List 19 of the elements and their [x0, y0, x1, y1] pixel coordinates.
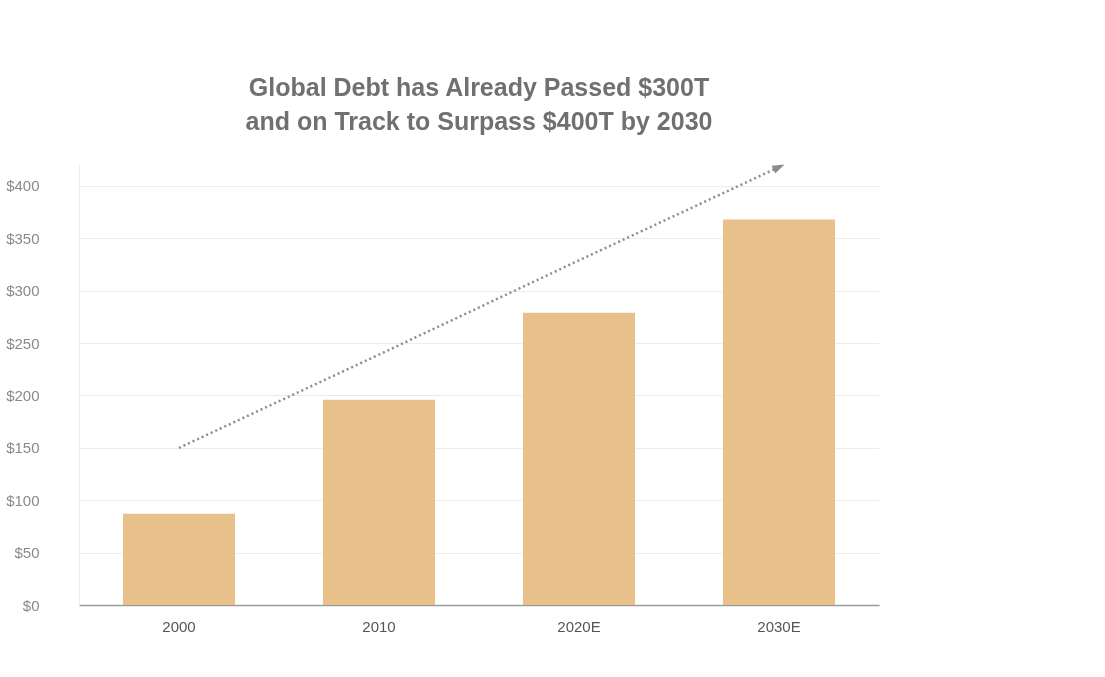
y-tick-label: $400	[6, 177, 40, 195]
x-tick-label: 2000	[162, 617, 196, 635]
y-tick-label: $350	[6, 229, 40, 247]
bar	[323, 399, 435, 605]
y-tick-label: $0	[22, 596, 40, 614]
x-tick-label: 2030E	[757, 617, 801, 635]
x-tick-label: 2020E	[557, 617, 601, 635]
bar	[523, 312, 635, 605]
y-tick-label: $150	[6, 439, 40, 457]
y-tick-label: $50	[14, 544, 40, 562]
y-tick-label: $100	[6, 491, 40, 509]
text: and on Track to Surpass $400T by 2030	[245, 106, 713, 135]
y-tick-label: $200	[6, 386, 40, 404]
bar	[123, 513, 235, 605]
bar	[723, 219, 835, 605]
y-tick-label: $250	[6, 334, 40, 352]
text: Global Debt has Already Passed $300T	[248, 72, 710, 101]
y-tick-label: $300	[6, 282, 40, 300]
x-tick-label: 2010	[362, 617, 396, 635]
